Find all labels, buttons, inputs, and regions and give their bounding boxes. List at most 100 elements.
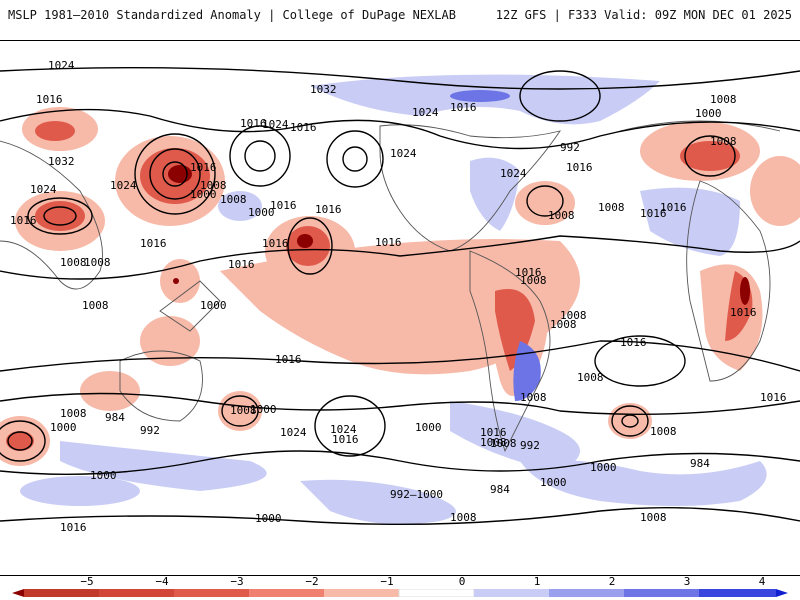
isobar-label: 1008 [520, 391, 547, 404]
isobar-label: 1000 [90, 469, 117, 482]
isobar-label: 1016 [375, 236, 402, 249]
map-panel: 1024 1016 1024 1032 1016 1032 1024 1016 1016 1024… [0, 40, 800, 576]
isobar-label: 1024 [390, 147, 417, 160]
isobar-label: 1008 [650, 425, 677, 438]
isobar-label: 1008 [82, 299, 109, 312]
isobar-label: 1016 [760, 391, 787, 404]
map-svg: 1024101610241032101610321024101610161024… [0, 59, 800, 534]
strong-positive-anomaly-shading [450, 90, 541, 401]
isobar-label: 1016 [36, 93, 63, 106]
isobar-label: 1000 [415, 421, 442, 434]
colorbar-swatch-zero [398, 589, 475, 597]
isobar-contours [0, 66, 800, 526]
isobar-label: 1000 [255, 512, 282, 525]
isobar-label: 1008 [560, 309, 587, 322]
isobar-label: 1024 [30, 183, 57, 196]
isobar-label: 1008 [710, 135, 737, 148]
contour-labels: 1024101610241032101610321024101610161024… [10, 59, 787, 534]
colorbar-swatch-neg4 [99, 589, 174, 597]
isobar-label: 1024 [48, 59, 75, 72]
isobar-label: 992–1000 [390, 488, 443, 501]
isobar-label: 1008 [550, 318, 577, 331]
header-bar: MSLP 1981–2010 Standardized Anomaly | Co… [0, 0, 800, 30]
isobar-label: 1016 [290, 121, 317, 134]
colorbar-tick-label: 3 [683, 575, 691, 588]
colorbar-tick-label: −4 [155, 575, 169, 588]
isobar-label: 984 [690, 457, 710, 470]
isobar-label: 1016 [275, 353, 302, 366]
isobar-label: 1016 [140, 237, 167, 250]
isobar-label: 984 [490, 483, 510, 496]
isobar-label: 1008 [60, 256, 87, 269]
colorbar-tick-label: 4 [758, 575, 766, 588]
isobar-label: 1016 [315, 203, 342, 216]
isobar-label: 1008 [60, 407, 87, 420]
coastlines [0, 120, 781, 453]
colorbar-tick-label: 0 [458, 575, 466, 588]
isobar-label: 1016 [60, 521, 87, 534]
isobar-label: 1008 [548, 209, 575, 222]
isobar-label: 1008 [598, 201, 625, 214]
isobar-label: 992 [560, 141, 580, 154]
model-valid-time: 12Z GFS | F333 Valid: 09Z MON DEC 01 202… [495, 8, 792, 22]
isobar-label: 1016 [262, 237, 289, 250]
isobar-label: 1008 [577, 371, 604, 384]
isobar-label: 1008 [490, 437, 517, 450]
isobar-label: 1000 [50, 421, 77, 434]
isobar-label: 1008 [220, 193, 247, 206]
isobar-label: 1024 [412, 106, 439, 119]
colorbar-swatch-pos3 [624, 589, 699, 597]
isobar-label: 1016 [450, 101, 477, 114]
colorbar-tick-label: −2 [305, 575, 319, 588]
isobar-label: 1016 [620, 336, 647, 349]
colorbar-right-arrow [776, 589, 788, 597]
isobar-label: 1008 [200, 179, 227, 192]
colorbar-swatch-neg1 [324, 589, 399, 597]
isobar-label: 1016 [515, 266, 542, 279]
isobar-label: 1000 [695, 107, 722, 120]
colorbar: −5−4−3−2−1012345 [0, 575, 800, 600]
colorbar-swatch-pos2 [549, 589, 624, 597]
isobar-label: 1024 [500, 167, 527, 180]
colorbar-swatch-neg3 [174, 589, 249, 597]
colorbar-tick-label: −1 [380, 575, 394, 588]
isobar-label: 1016 [10, 214, 37, 227]
isobar-label: 1024 [280, 426, 307, 439]
colorbar-swatch-pos4 [699, 589, 776, 597]
isobar-label: 1032 [48, 155, 75, 168]
isobar-label: 1016 [730, 306, 757, 319]
isobar-label: 1032 [310, 83, 337, 96]
isobar-label: 1000 [540, 476, 567, 489]
isobar-label: 1016 [566, 161, 593, 174]
isobar-label: 1024 [110, 179, 137, 192]
isobar-label: 1016 [332, 433, 359, 446]
isobar-label: 1008 [480, 436, 507, 449]
isobar-label: 1016 [660, 201, 687, 214]
map-title: MSLP 1981–2010 Standardized Anomaly | Co… [8, 8, 456, 22]
isobar-label: 1008 [450, 511, 477, 524]
isobar-label: 1008 [520, 274, 547, 287]
isobar-label: 992 [520, 439, 540, 452]
colorbar-tick-label: 1 [533, 575, 541, 588]
colorbar-ramp [12, 589, 788, 597]
isobar-label: 1016 [228, 258, 255, 271]
isobar-label: 1024 [262, 118, 289, 131]
isobar-label: 1000 [248, 206, 275, 219]
isobar-label: 1000 [590, 461, 617, 474]
isobar-label: 1000 [190, 188, 217, 201]
isobar-label: 984 [105, 411, 125, 424]
colorbar-swatch-neg2 [249, 589, 324, 597]
colorbar-left-arrow [12, 589, 24, 597]
isobar-label: 1024 [330, 423, 357, 436]
isobar-label: 1008 [640, 511, 667, 524]
isobar-label: 1016 [240, 117, 267, 130]
isobar-label: 1016 [480, 426, 507, 439]
colorbar-tick-label: −3 [230, 575, 244, 588]
isobar-label: 1000 [250, 403, 277, 416]
colorbar-tick-label: 2 [608, 575, 616, 588]
isobar-label: 1016 [640, 207, 667, 220]
isobar-label: 1008 [230, 404, 257, 417]
isobar-label: 1000 [200, 299, 227, 312]
isobar-label: 1016 [190, 161, 217, 174]
colorbar-swatch-pos1 [474, 589, 549, 597]
